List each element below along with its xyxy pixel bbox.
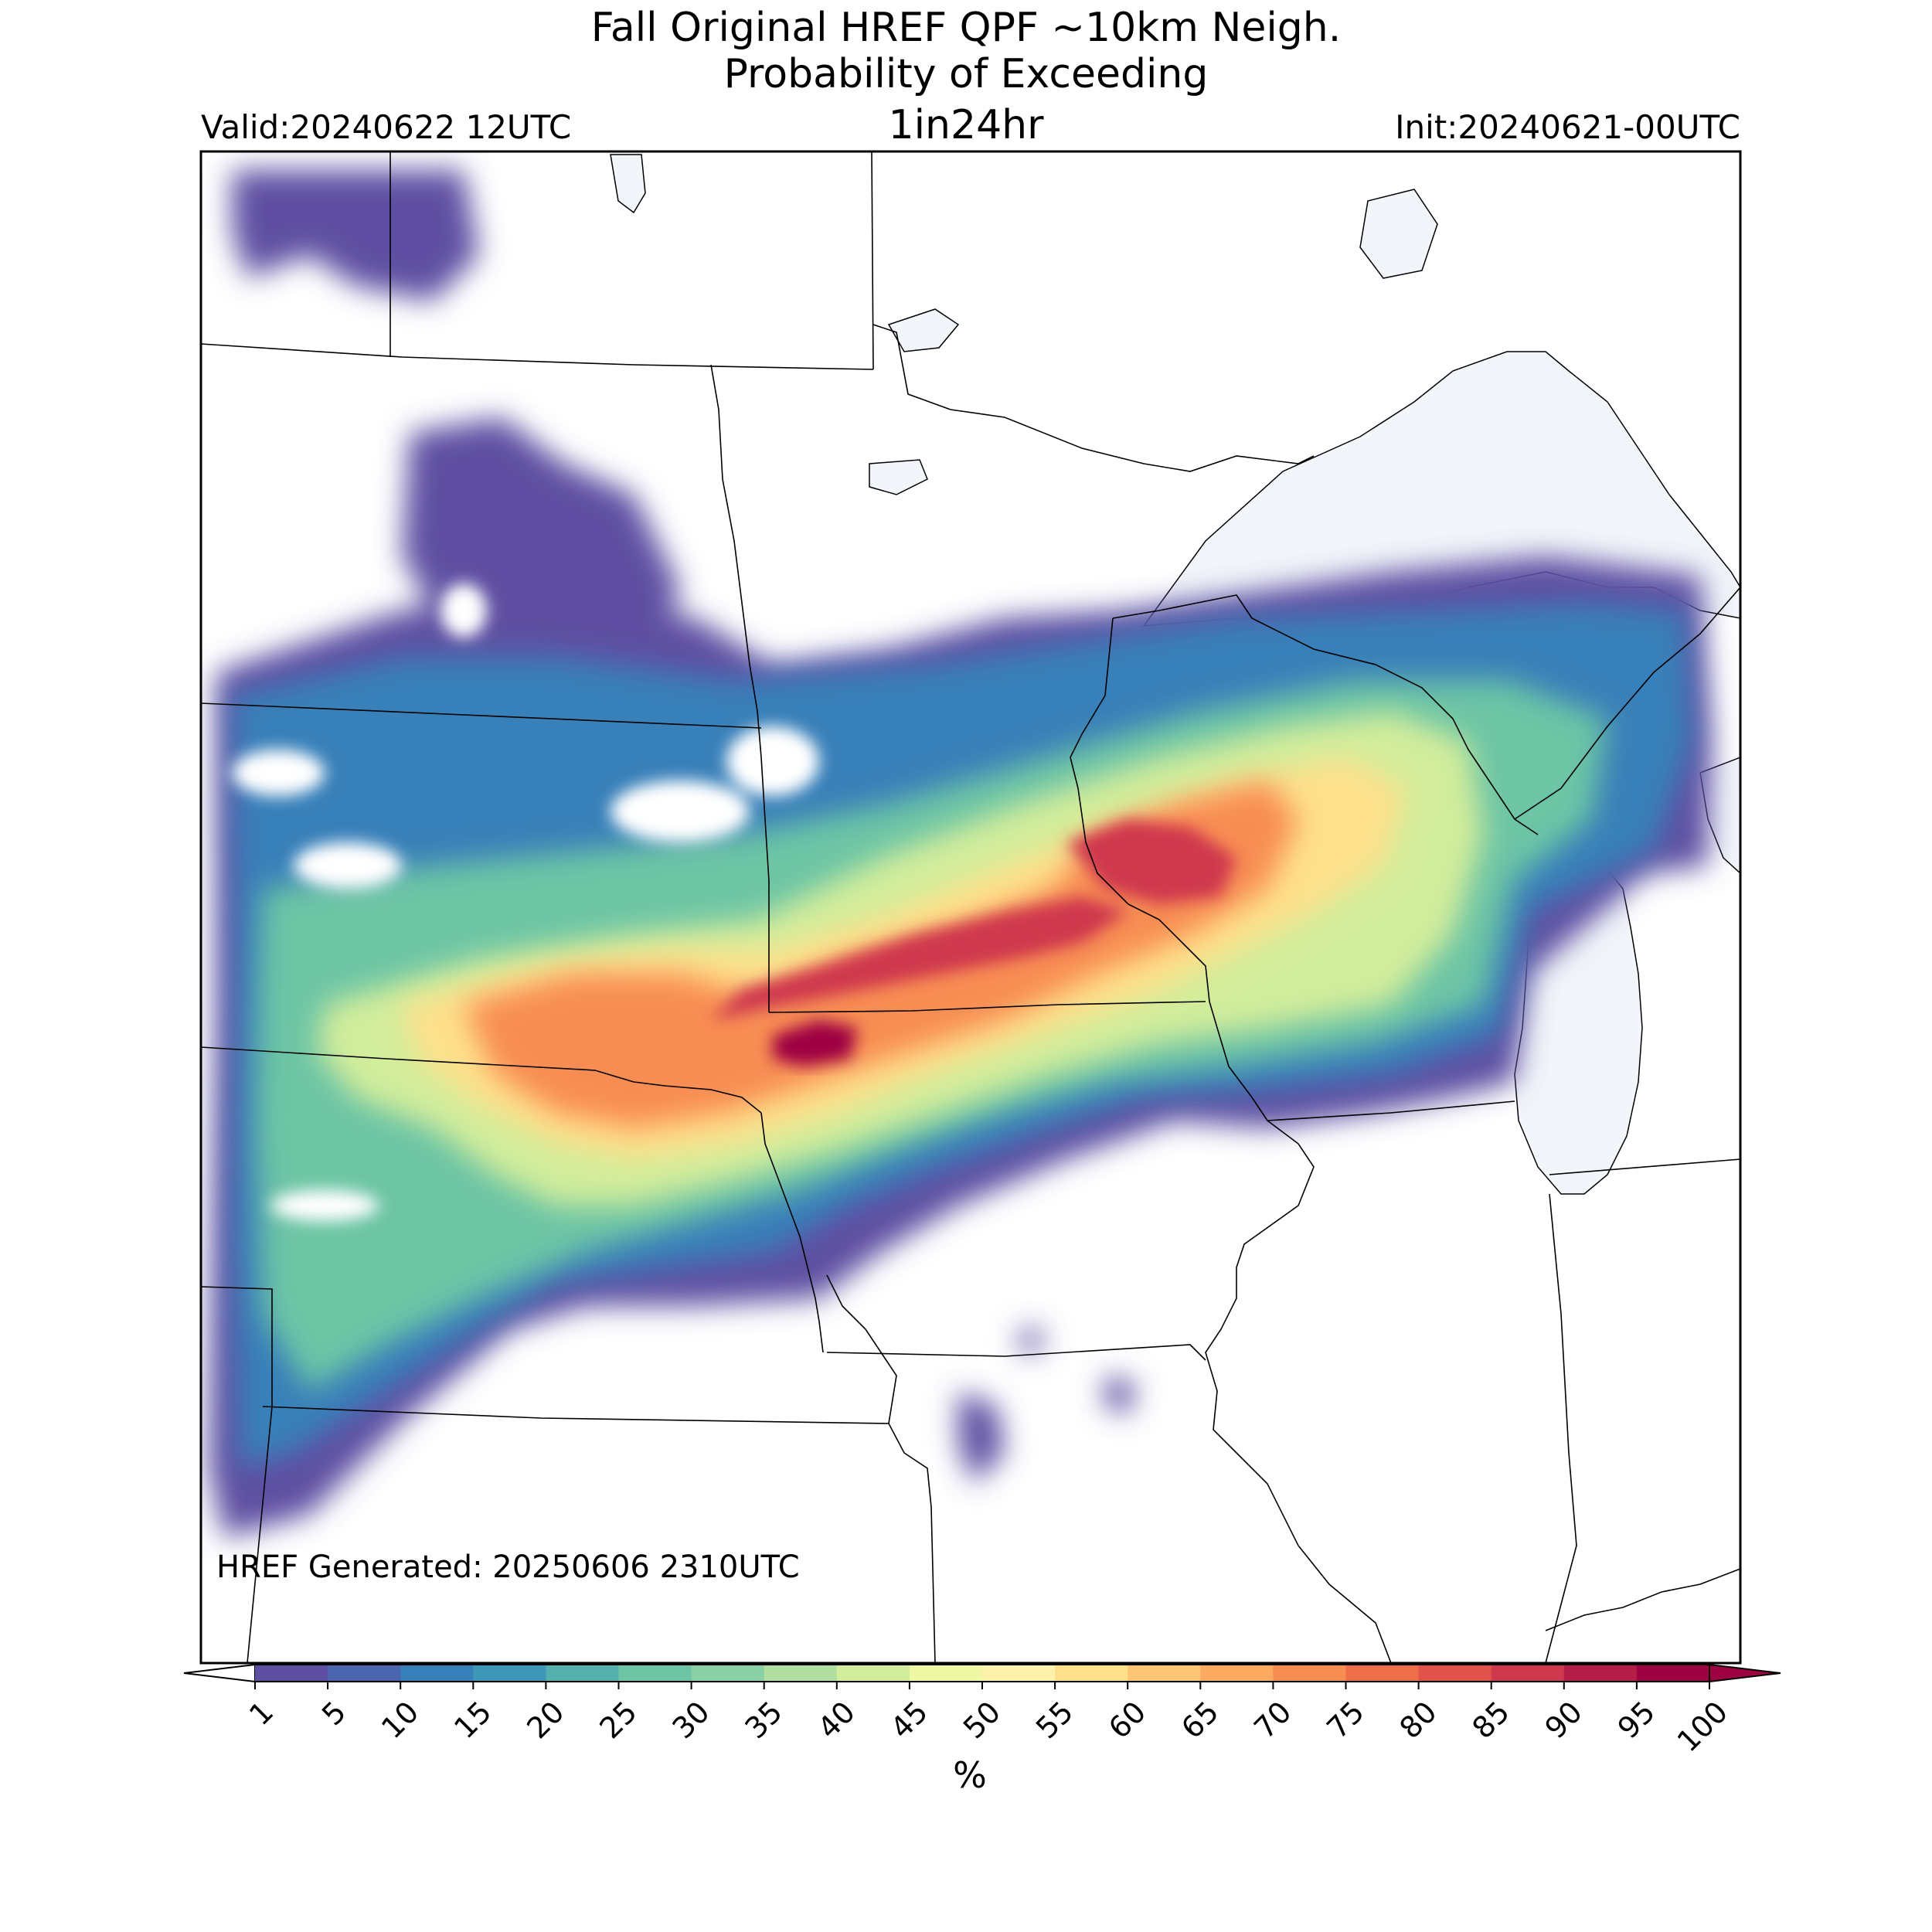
field-gap bbox=[294, 842, 402, 889]
border-province-mb bbox=[871, 151, 874, 370]
colorbar-segment bbox=[836, 1665, 910, 1682]
colorbar-tick-label: 95 bbox=[1611, 1695, 1662, 1745]
colorbar-tick-label: 5 bbox=[315, 1695, 352, 1732]
border-sd-mn-ia bbox=[768, 1001, 1206, 1013]
field-level-85 bbox=[711, 896, 1128, 1020]
chart-title-line2: Probability of Exceeding bbox=[723, 51, 1209, 97]
border-ia-il bbox=[1205, 1120, 1315, 1546]
colorbar-tick-label: 65 bbox=[1175, 1695, 1225, 1745]
colorbar-segment bbox=[618, 1665, 692, 1682]
colorbar-tick-label: 25 bbox=[593, 1695, 643, 1745]
chart-title-line1: Fall Original HREF QPF ~10km Neigh. bbox=[590, 5, 1342, 51]
border-nd-sd bbox=[201, 702, 762, 729]
colorbar-tick-label: 55 bbox=[1029, 1695, 1080, 1745]
lake-winnipeg-south bbox=[610, 154, 646, 214]
field-level-1-nw bbox=[232, 170, 479, 301]
border-oh-ky bbox=[1545, 1568, 1740, 1631]
field-level-85-north bbox=[1066, 819, 1236, 904]
colorbar-tick-label: 100 bbox=[1671, 1695, 1734, 1758]
colorbar-segment bbox=[1200, 1665, 1274, 1682]
border-in-oh-mi bbox=[1549, 1158, 1740, 1175]
border-canada-us-mn bbox=[872, 324, 1315, 472]
border-mississippi-south bbox=[826, 1274, 897, 1424]
colorbar-segment bbox=[1128, 1665, 1201, 1682]
colorbar: 1 5 10 15 20 25 30 35 40 45 50 55 60 65 70 75 80 85 90 95 10… bbox=[183, 1663, 1781, 1758]
colorbar-tick-label: 90 bbox=[1539, 1695, 1589, 1745]
state-borders bbox=[201, 151, 1740, 1663]
generated-timestamp: HREF Generated: 20250606 2310UTC bbox=[216, 1549, 800, 1585]
field-level-1-south-b bbox=[1105, 1376, 1136, 1414]
lakes bbox=[610, 154, 1740, 1195]
border-il-in bbox=[1545, 1193, 1577, 1663]
lake-of-the-woods bbox=[887, 308, 960, 352]
colorbar-tick-label: 40 bbox=[811, 1695, 862, 1745]
border-mi-upper-east bbox=[1514, 587, 1740, 820]
colorbar-under-extension bbox=[183, 1663, 256, 1683]
colorbar-tick-label: 35 bbox=[739, 1695, 789, 1745]
border-il-ky bbox=[1298, 1545, 1392, 1663]
colorbar-segment bbox=[1563, 1665, 1638, 1682]
border-ne-co bbox=[201, 1286, 273, 1663]
border-mi-peninsula bbox=[1112, 594, 1539, 835]
field-gap bbox=[440, 583, 487, 638]
border-canada-us-west bbox=[201, 343, 874, 370]
lake-nipigon bbox=[1359, 189, 1438, 279]
field-level-95 bbox=[773, 1020, 858, 1066]
border-mn-wi bbox=[1070, 617, 1268, 1121]
field-gap bbox=[611, 781, 750, 842]
colorbar-segment bbox=[1418, 1665, 1492, 1682]
colorbar-segment bbox=[400, 1665, 474, 1682]
field-gap bbox=[270, 1190, 379, 1221]
colorbar-segment bbox=[1055, 1665, 1128, 1682]
colorbar-tick-label: 15 bbox=[447, 1695, 498, 1745]
border-nd-mn bbox=[710, 364, 770, 1012]
colorbar-tick-label: 45 bbox=[884, 1695, 934, 1745]
field-gap bbox=[232, 750, 325, 796]
colorbar-segment bbox=[691, 1665, 765, 1682]
valid-time-label: Valid:20240622 12UTC bbox=[201, 108, 572, 146]
map-area bbox=[201, 151, 1740, 1663]
colorbar-segment bbox=[1273, 1665, 1347, 1682]
border-sd-ne bbox=[201, 1046, 762, 1114]
colorbar-tick-label: 1 bbox=[243, 1695, 280, 1732]
field-level-1-south-c bbox=[1020, 1329, 1043, 1352]
field-gap bbox=[726, 726, 819, 796]
map-frame bbox=[199, 150, 1742, 1665]
colorbar-tick-label: 50 bbox=[957, 1695, 1007, 1745]
colorbar-segment bbox=[982, 1665, 1056, 1682]
probability-field bbox=[209, 170, 1712, 1538]
colorbar-tick-label: 30 bbox=[665, 1695, 716, 1745]
colorbar-segment bbox=[328, 1665, 401, 1682]
colorbar-segment bbox=[1345, 1665, 1420, 1682]
chart-title-line3: 1in24hr bbox=[888, 102, 1044, 148]
colorbar-tick-label: 80 bbox=[1393, 1695, 1443, 1745]
border-mo-ks bbox=[888, 1423, 936, 1663]
colorbar-tick-label: 70 bbox=[1247, 1695, 1298, 1745]
colorbar-segment bbox=[909, 1665, 983, 1682]
colorbar-tick-label: 75 bbox=[1320, 1695, 1370, 1745]
colorbar-segment bbox=[546, 1665, 620, 1682]
border-missouri-river bbox=[760, 1112, 824, 1353]
border-ne-ks bbox=[262, 1406, 889, 1424]
border-wi-il bbox=[1267, 1100, 1515, 1121]
colorbar-tick-label: 60 bbox=[1102, 1695, 1152, 1745]
colorbar-tick-label: 20 bbox=[520, 1695, 570, 1745]
colorbar-unit-label: % bbox=[953, 1754, 987, 1796]
colorbar-tick-label: 85 bbox=[1466, 1695, 1516, 1745]
colorbar-over-extension bbox=[1709, 1663, 1781, 1683]
init-time-label: Init:20240621-00UTC bbox=[1395, 108, 1740, 146]
colorbar-segment bbox=[764, 1665, 838, 1682]
lake-red bbox=[869, 459, 928, 495]
colorbar-segment bbox=[255, 1665, 328, 1682]
colorbar-segment bbox=[1636, 1665, 1710, 1682]
field-level-1-north bbox=[402, 417, 680, 634]
field-level-1-south-a bbox=[958, 1391, 1005, 1484]
border-ia-mo bbox=[826, 1344, 1206, 1361]
colorbar-tick-label: 10 bbox=[375, 1695, 425, 1745]
colorbar-segment bbox=[473, 1665, 546, 1682]
colorbar-segment bbox=[1491, 1665, 1565, 1682]
